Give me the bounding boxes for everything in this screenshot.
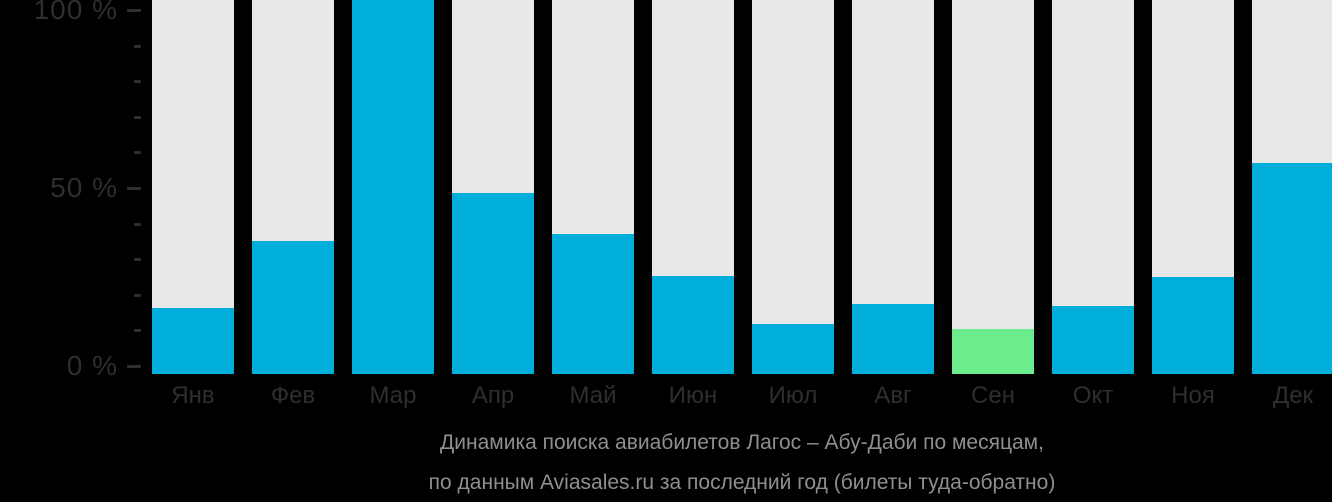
x-axis-label-apr: Апр	[471, 382, 515, 409]
y-axis-minor-tick	[134, 329, 141, 332]
bar-track-jul	[752, 0, 834, 374]
bar-fill-jun[interactable]	[652, 276, 734, 374]
bar-column-mar	[352, 0, 434, 374]
y-axis-minor-tick	[134, 80, 141, 83]
bar-column-jan	[152, 0, 234, 374]
y-axis-major-tick	[127, 9, 141, 12]
y-axis-minor-tick	[134, 45, 141, 48]
y-axis-minor-tick	[134, 151, 141, 154]
bar-fill-jul[interactable]	[752, 323, 834, 374]
x-axis-label-jul: Июл	[768, 382, 818, 409]
bar-column-dec	[1252, 0, 1332, 374]
bar-column-apr	[452, 0, 534, 374]
x-axis-label-aug: Авг	[874, 382, 912, 409]
bar-fill-oct[interactable]	[1052, 305, 1134, 374]
y-axis-label: 100 %	[33, 0, 118, 25]
y-axis-major-tick	[127, 365, 141, 368]
bar-fill-jan[interactable]	[152, 308, 234, 374]
chart-title-line2: по данным Aviasales.ru за последний год …	[428, 471, 1056, 494]
plot-area	[152, 0, 1332, 374]
x-axis-label-dec: Дек	[1272, 382, 1314, 409]
x-axis-label-feb: Фев	[270, 382, 316, 409]
x-axis-label-jan: Янв	[171, 382, 215, 409]
x-axis-label-jun: Июн	[668, 382, 718, 409]
y-axis-minor-tick	[134, 116, 141, 119]
bar-fill-may[interactable]	[552, 234, 634, 374]
y-axis-label: 50 %	[50, 172, 118, 203]
x-axis-label-oct: Окт	[1072, 382, 1114, 409]
bar-column-sep	[952, 0, 1034, 374]
chart-title-line1: Динамика поиска авиабилетов Лагос – Абу-…	[440, 431, 1044, 454]
y-axis-minor-tick	[134, 258, 141, 261]
bar-fill-apr[interactable]	[452, 192, 534, 374]
y-axis-major-tick	[127, 187, 141, 190]
bar-fill-mar[interactable]	[352, 0, 434, 374]
bar-fill-dec[interactable]	[1252, 163, 1332, 374]
bar-column-nov	[1152, 0, 1234, 374]
bar-fill-sep[interactable]	[952, 329, 1034, 374]
y-axis-label: 0 %	[66, 350, 118, 381]
x-axis-label-nov: Ноя	[1171, 382, 1215, 409]
y-axis-minor-tick	[134, 294, 141, 297]
bar-column-oct	[1052, 0, 1134, 374]
bar-fill-feb[interactable]	[252, 240, 334, 374]
y-axis-minor-tick	[134, 223, 141, 226]
bar-fill-nov[interactable]	[1152, 277, 1234, 374]
bar-column-aug	[852, 0, 934, 374]
bar-track-sep	[952, 0, 1034, 374]
x-axis-label-mar: Мар	[369, 382, 417, 409]
x-axis-label-may: Май	[569, 382, 617, 409]
bar-fill-aug[interactable]	[852, 304, 934, 374]
x-axis: Янв Фев Мар Апр Май Июн Июл Авг Сен Окт Ноя Дек	[152, 381, 1332, 413]
bar-column-may	[552, 0, 634, 374]
x-axis-label-sep: Сен	[971, 382, 1015, 409]
bar-column-jul	[752, 0, 834, 374]
bar-column-feb	[252, 0, 334, 374]
bar-column-jun	[652, 0, 734, 374]
